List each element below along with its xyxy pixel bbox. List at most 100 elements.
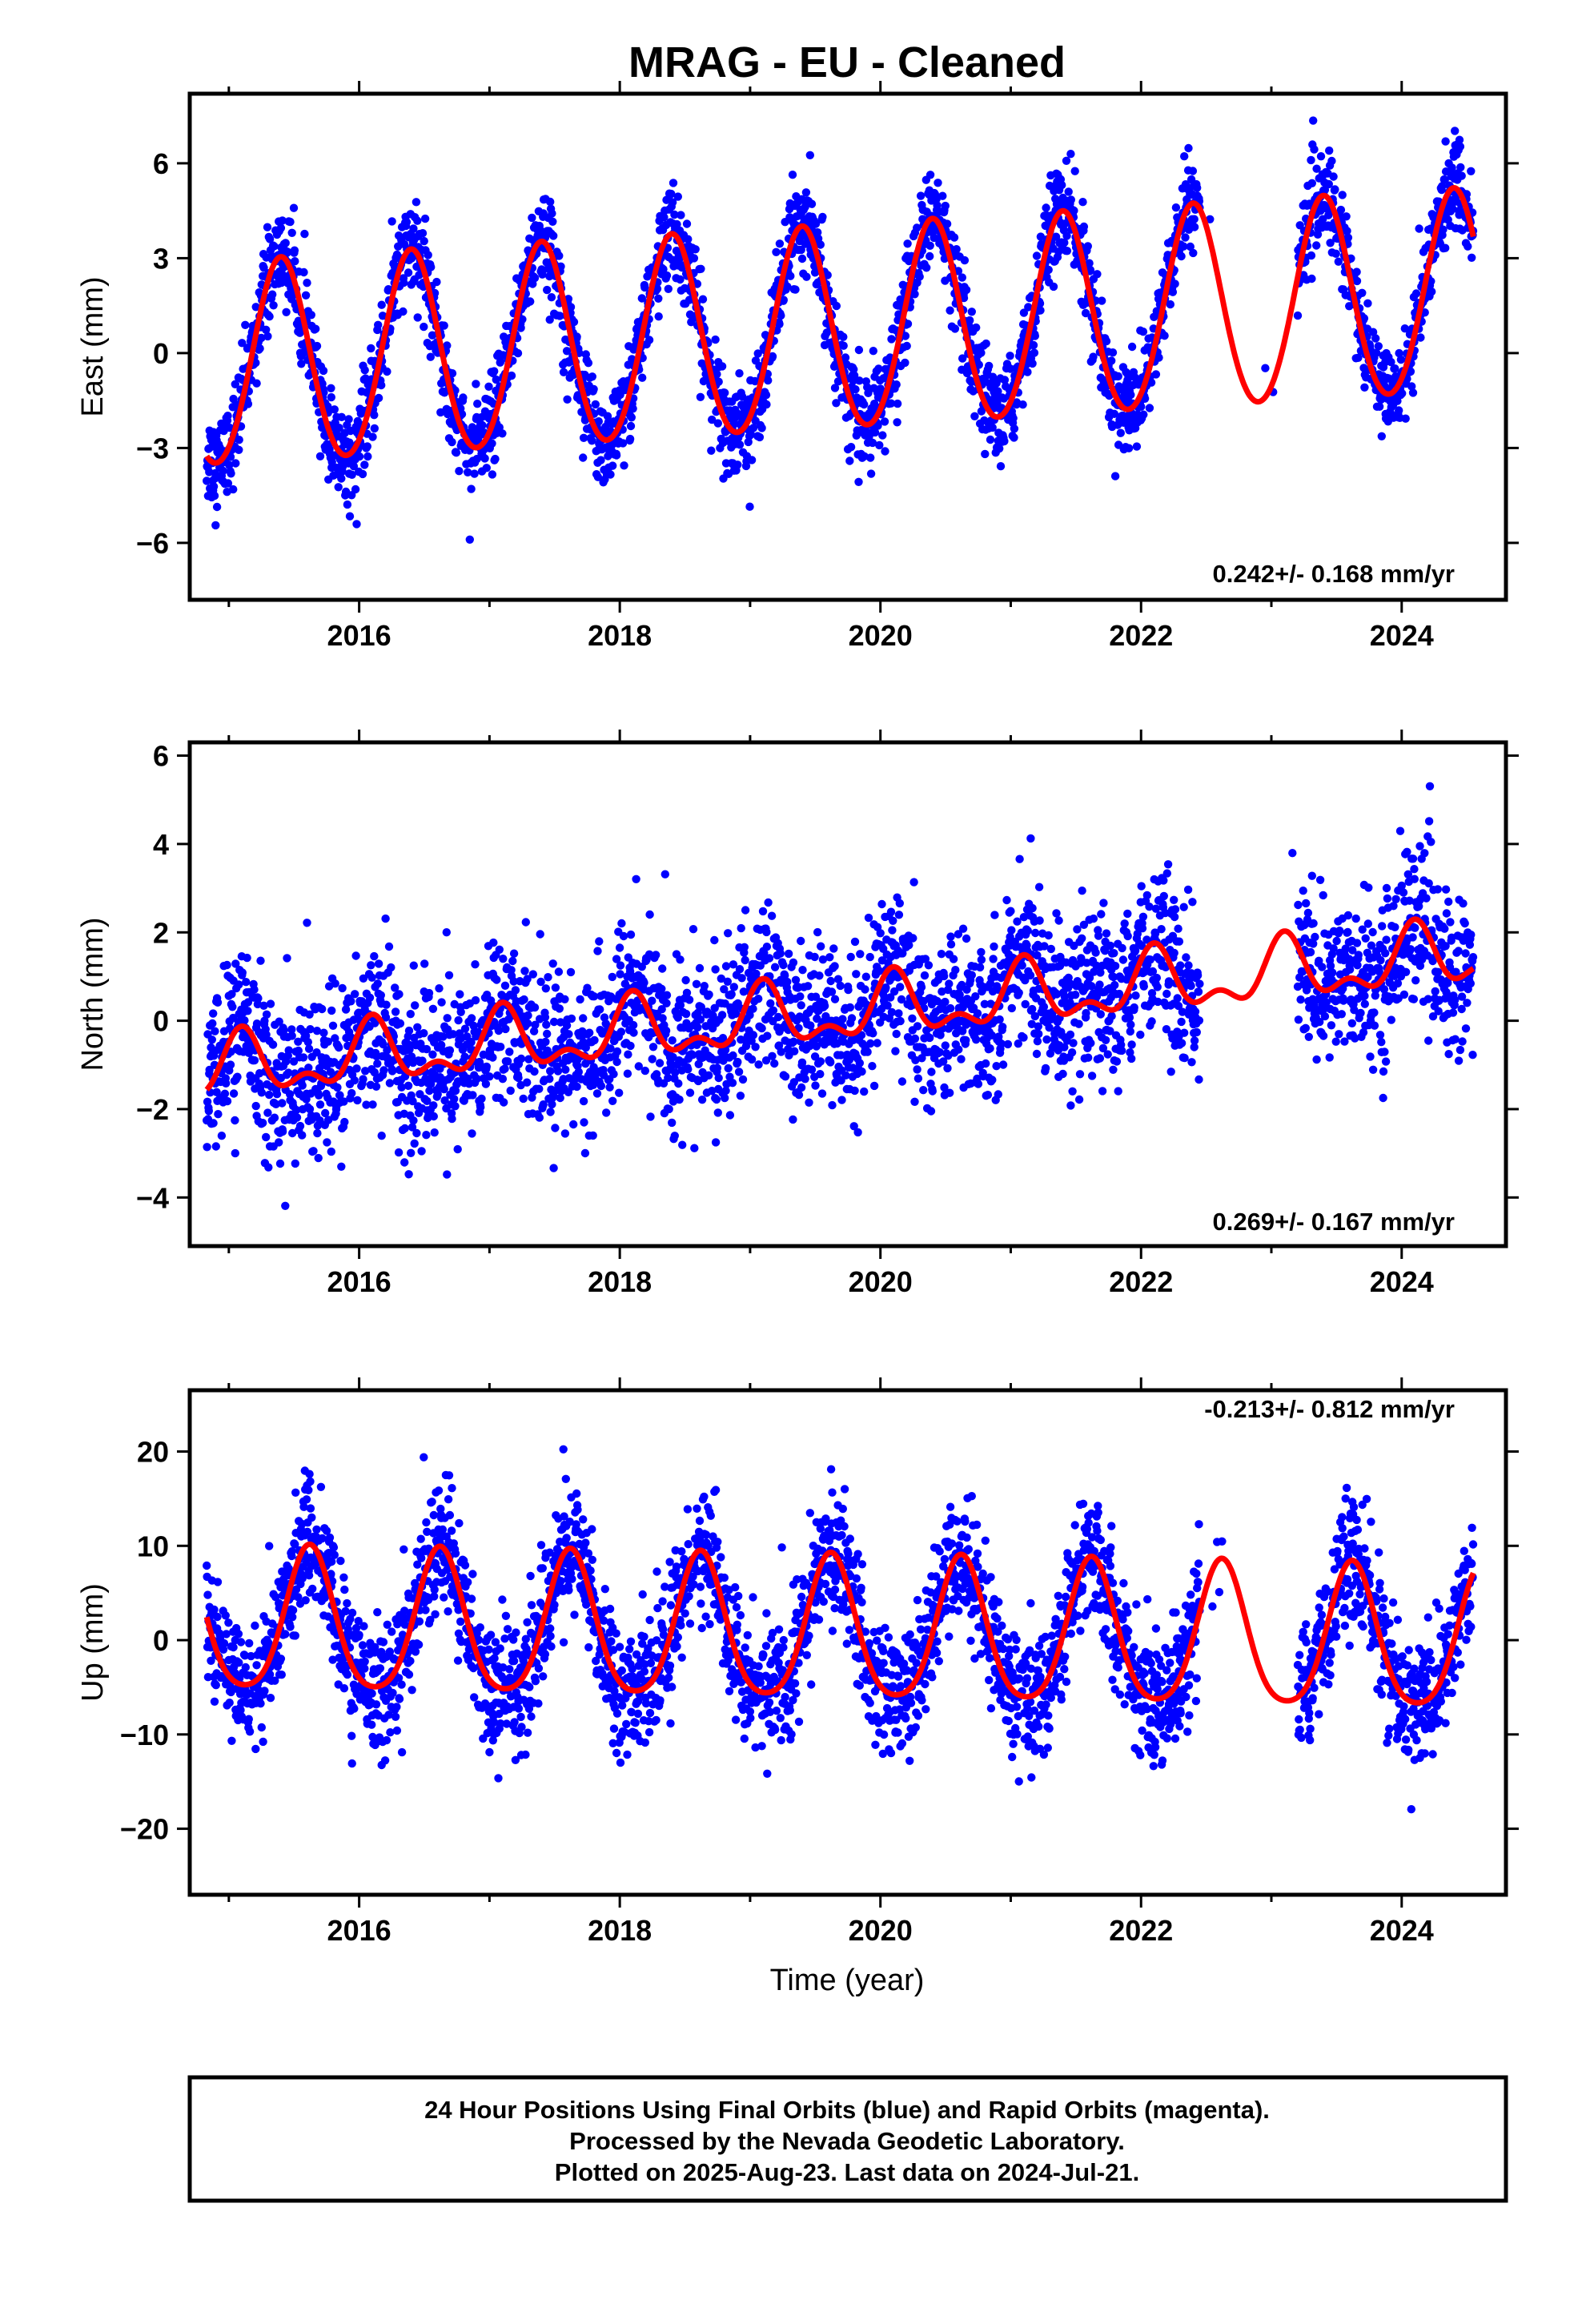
data-point — [406, 1010, 415, 1019]
data-point — [603, 412, 612, 420]
data-point — [1451, 127, 1460, 135]
data-point — [797, 1083, 806, 1092]
data-point — [281, 239, 290, 247]
data-point — [301, 291, 311, 300]
data-point — [949, 955, 958, 963]
data-point — [962, 285, 971, 295]
data-point — [803, 982, 813, 991]
data-point — [608, 1096, 617, 1106]
data-point — [1078, 198, 1087, 207]
data-point — [528, 213, 536, 223]
data-point — [1360, 383, 1369, 392]
data-point — [275, 1138, 283, 1147]
data-point — [697, 1096, 707, 1104]
data-point — [278, 1099, 287, 1108]
data-point — [1028, 359, 1037, 368]
data-point — [520, 967, 529, 975]
data-point — [307, 311, 315, 320]
data-point — [334, 483, 343, 492]
data-point — [646, 1112, 655, 1121]
data-point — [412, 198, 421, 207]
data-point — [916, 191, 926, 200]
data-point — [648, 996, 656, 1005]
data-points — [203, 782, 1478, 1211]
data-point — [1406, 367, 1415, 376]
data-point — [735, 440, 745, 449]
data-point — [529, 1027, 539, 1035]
y-tick-label: 0 — [153, 337, 169, 370]
data-point — [595, 937, 604, 946]
data-point — [786, 271, 795, 280]
data-point — [387, 963, 396, 972]
data-point — [917, 983, 926, 991]
data-point — [934, 179, 942, 187]
data-point — [849, 371, 859, 380]
data-point — [1307, 251, 1316, 260]
data-point — [269, 301, 278, 310]
data-point — [337, 412, 346, 421]
y-tick-label: −3 — [136, 432, 169, 464]
data-point — [443, 1170, 452, 1179]
data-point — [733, 1057, 742, 1067]
data-point — [566, 967, 576, 977]
data-point — [572, 1082, 581, 1092]
data-point — [770, 1059, 779, 1068]
data-point — [420, 1029, 428, 1038]
data-point — [967, 971, 977, 979]
data-point — [1116, 428, 1126, 437]
data-point — [319, 1028, 328, 1037]
data-point — [681, 975, 690, 985]
data-point — [988, 423, 997, 432]
data-point — [428, 1050, 437, 1059]
data-point — [263, 223, 272, 231]
data-point — [816, 1070, 825, 1079]
data-point — [877, 899, 886, 909]
data-point — [257, 333, 266, 343]
data-point — [424, 988, 434, 998]
data-point — [451, 1086, 460, 1096]
data-point — [210, 491, 219, 501]
data-point — [1342, 212, 1351, 221]
data-point — [370, 424, 379, 433]
data-point — [430, 1128, 439, 1137]
data-point — [741, 409, 749, 419]
data-point — [616, 961, 625, 970]
data-point — [297, 360, 306, 368]
data-point — [857, 1067, 866, 1076]
data-point — [893, 418, 901, 427]
data-point — [333, 1083, 342, 1092]
data-point — [511, 986, 520, 995]
data-point — [276, 223, 286, 232]
data-point — [240, 1016, 249, 1025]
data-point — [628, 1020, 638, 1030]
data-point — [721, 388, 729, 397]
data-point — [226, 452, 235, 461]
data-point — [545, 316, 554, 324]
data-point — [1018, 400, 1027, 409]
data-point — [442, 928, 451, 937]
data-point — [420, 959, 429, 968]
data-point — [693, 279, 702, 288]
data-point — [813, 927, 822, 937]
data-point — [1331, 249, 1340, 258]
data-point — [351, 951, 360, 960]
data-point — [422, 1044, 432, 1054]
data-point — [1359, 314, 1369, 323]
data-point — [383, 1046, 391, 1055]
data-point — [404, 1026, 414, 1035]
data-point — [323, 1037, 332, 1046]
data-point — [1456, 142, 1465, 151]
data-point — [304, 1044, 314, 1053]
data-point — [1062, 247, 1072, 255]
data-point — [494, 1026, 504, 1035]
data-point — [919, 1086, 928, 1095]
data-point — [547, 293, 556, 302]
data-point — [233, 1072, 242, 1081]
data-point — [926, 251, 934, 261]
data-point — [298, 1131, 307, 1140]
data-point — [318, 1004, 327, 1014]
data-point — [562, 347, 572, 356]
data-point — [868, 438, 877, 448]
